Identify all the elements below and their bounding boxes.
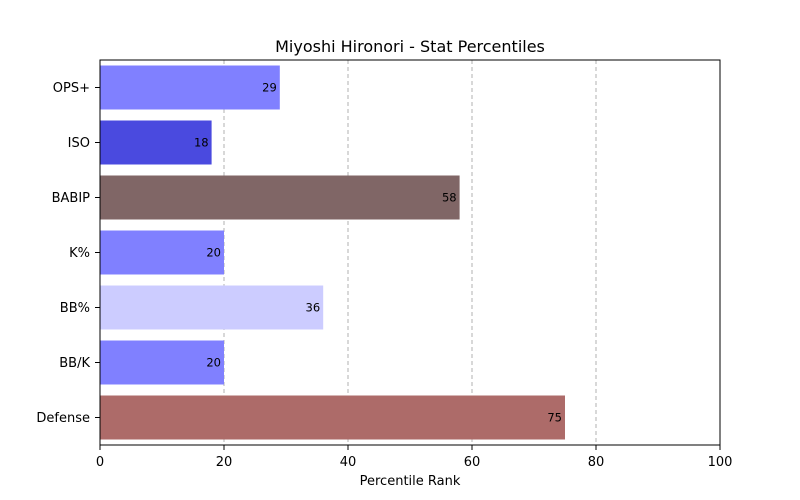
- y-tick-label: ISO: [68, 136, 90, 151]
- x-axis: 0 20 40 60 80 100: [96, 445, 733, 470]
- x-tick-label: 80: [588, 455, 605, 470]
- data-label: 58: [442, 191, 457, 205]
- x-tick-label: 20: [216, 455, 233, 470]
- data-label: 36: [306, 301, 321, 315]
- x-tick-label: 100: [708, 455, 733, 470]
- data-label: 20: [206, 356, 221, 370]
- bars: 29 18 58 20 36 20 75: [100, 65, 565, 440]
- y-tick-label: Defense: [36, 411, 90, 426]
- y-axis: OPS+ ISO BABIP K% BB% BB/K Defense: [36, 81, 100, 426]
- bar: [100, 175, 460, 220]
- y-tick-label: K%: [69, 246, 90, 261]
- bar: [100, 395, 565, 440]
- x-tick-label: 0: [96, 455, 104, 470]
- y-tick-label: OPS+: [53, 81, 90, 96]
- data-label: 20: [206, 246, 221, 260]
- y-tick-label: BB%: [60, 301, 90, 316]
- bar: [100, 65, 280, 110]
- bar: [100, 285, 324, 330]
- data-label: 75: [547, 411, 562, 425]
- x-tick-label: 40: [340, 455, 357, 470]
- chart-title: Miyoshi Hironori - Stat Percentiles: [275, 37, 545, 56]
- y-tick-label: BABIP: [52, 191, 91, 206]
- bar: [100, 120, 212, 165]
- y-tick-label: BB/K: [59, 356, 90, 371]
- bar: [100, 230, 224, 275]
- x-axis-label: Percentile Rank: [360, 474, 461, 489]
- data-label: 29: [262, 81, 277, 95]
- bar: [100, 340, 224, 385]
- grid: [223, 60, 597, 445]
- data-label: 18: [194, 136, 209, 150]
- x-tick-label: 60: [464, 455, 481, 470]
